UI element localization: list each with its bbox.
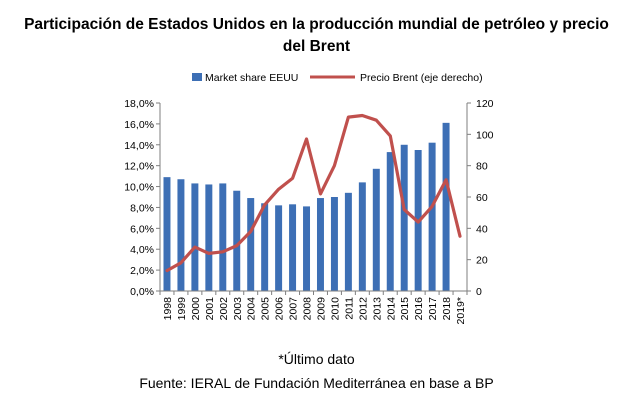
x-axis-tick-label: 2003: [232, 297, 244, 321]
legend-swatch-market-share: [192, 73, 202, 81]
left-axis-tick-label: 0,0%: [130, 286, 154, 298]
x-axis-tick-label: 2015: [399, 297, 411, 321]
bar-market-share: [191, 183, 199, 291]
bar-market-share: [233, 190, 241, 291]
x-axis-tick-label: 2002: [218, 297, 230, 321]
x-axis-tick-label: 2011: [343, 297, 355, 320]
bar-market-share: [303, 206, 311, 291]
bar-market-share: [358, 182, 366, 291]
left-axis-tick-label: 18,0%: [124, 98, 154, 110]
chart-legend: Market share EEUU Precio Brent (eje dere…: [192, 72, 483, 84]
x-axis-tick-label: 2006: [274, 297, 286, 321]
x-axis-tick-label: 2010: [329, 297, 341, 321]
x-axis-tick-label: 2013: [371, 297, 383, 321]
x-axis-tick-label: 2018: [441, 297, 453, 321]
x-axis-tick-label: 1998: [162, 297, 174, 321]
footnote: *Último dato: [278, 351, 355, 367]
right-axis-tick-label: 40: [476, 223, 488, 235]
right-axis-tick-label: 0: [476, 286, 482, 298]
left-axis-tick-label: 8,0%: [130, 202, 154, 214]
bar-market-share: [442, 122, 450, 291]
x-axis-tick-label: 2017: [427, 297, 439, 321]
left-axis-tick-label: 12,0%: [124, 161, 154, 173]
chart-title-line-2: del Brent: [282, 38, 351, 55]
x-axis-tick-label: 2007: [288, 297, 300, 321]
bar-market-share: [344, 192, 352, 291]
right-axis-tick-label: 100: [476, 129, 494, 141]
x-axis-tick-label: 2004: [246, 297, 258, 321]
bar-market-share: [177, 179, 185, 291]
x-axis-tick-label: 2014: [385, 297, 397, 321]
left-axis-tick-label: 2,0%: [130, 265, 154, 277]
bar-market-share: [386, 152, 394, 291]
legend-label-market-share: Market share EEUU: [205, 72, 298, 84]
bar-market-share: [205, 184, 213, 291]
bar-market-share: [372, 168, 380, 291]
x-axis-tick-label: 2019*: [455, 297, 467, 324]
chart-title-line-1: Participación de Estados Unidos en la pr…: [24, 16, 609, 33]
left-axis-tick-label: 16,0%: [124, 119, 154, 131]
x-axis-tick-label: 2016: [413, 297, 425, 321]
bar-market-share: [400, 144, 408, 291]
right-axis-tick-label: 60: [476, 192, 488, 204]
bar-market-share: [428, 142, 436, 291]
right-axis-tick-label: 80: [476, 161, 488, 173]
left-axis-tick-label: 4,0%: [130, 244, 154, 256]
bar-market-share: [219, 183, 227, 291]
line-brent-price: [165, 113, 462, 273]
bar-market-share: [330, 197, 338, 291]
chart-title: Participación de Estados Unidos en la pr…: [0, 14, 633, 58]
left-axis-tick-label: 14,0%: [124, 140, 154, 152]
x-axis-tick-label: 2000: [190, 297, 202, 321]
x-axis-tick-label: 2008: [302, 297, 314, 321]
source-note: Fuente: IERAL de Fundación Mediterránea …: [139, 375, 494, 391]
bar-market-share: [261, 203, 269, 291]
left-axis-tick-label: 10,0%: [124, 182, 154, 194]
bar-market-share: [275, 205, 283, 291]
bar-market-share: [316, 198, 324, 291]
bar-market-share: [289, 204, 297, 291]
x-axis-tick-label: 2001: [204, 297, 216, 321]
x-axis-tick-label: 2012: [357, 297, 369, 321]
bar-market-share: [163, 177, 171, 291]
x-axis-tick-label: 2005: [260, 297, 272, 321]
x-axis-tick-label: 2009: [315, 297, 327, 321]
right-axis-tick-label: 120: [476, 98, 494, 110]
bar-market-share: [247, 198, 255, 291]
legend-label-brent: Precio Brent (eje derecho): [360, 72, 483, 84]
left-axis-tick-label: 6,0%: [130, 223, 154, 235]
x-axis-tick-label: 1999: [176, 297, 188, 321]
plot-area: 0,0% 2,0% 4,0% 6,0% 8,0% 10,0% 12,0% 14,0% 16,0%…: [124, 98, 493, 324]
right-axis-tick-label: 20: [476, 255, 488, 267]
